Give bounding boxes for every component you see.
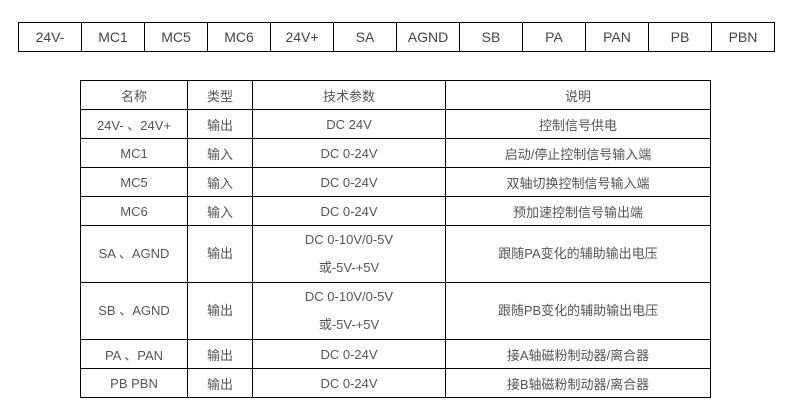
- terminal-cell: MC6: [207, 22, 271, 52]
- spec-line: DC 0-24V: [320, 145, 378, 161]
- table-row: MC6 输入 DC 0-24V 预加速控制信号输出端: [80, 196, 711, 226]
- spec-line: DC 0-24V: [320, 375, 378, 391]
- table-row: 24V- 、24V+ 输出 DC 24V 控制信号供电: [80, 109, 711, 139]
- table-row: PB PBN 输出 DC 0-24V 接B轴磁粉制动器/离合器: [80, 368, 711, 398]
- spec-line-2: 或-5V-+5V: [318, 317, 380, 332]
- terminal-cell: PB: [648, 22, 712, 52]
- cell-type: 输出: [187, 225, 253, 283]
- terminal-cell: PAN: [585, 22, 649, 52]
- terminal-cell: PA: [522, 22, 586, 52]
- cell-name: PA 、PAN: [80, 339, 188, 369]
- cell-type: 输出: [187, 368, 253, 398]
- cell-spec: DC 0-24V: [252, 368, 446, 398]
- cell-type: 输出: [187, 339, 253, 369]
- cell-spec: DC 0-10V/0-5V 或-5V-+5V: [252, 225, 446, 283]
- spec-line: DC 0-24V: [320, 174, 378, 190]
- cell-type: 输出: [187, 109, 253, 139]
- header-spec: 技术参数: [252, 80, 446, 110]
- terminal-cell: AGND: [396, 22, 460, 52]
- header-type: 类型: [187, 80, 253, 110]
- cell-name: SA 、AGND: [80, 225, 188, 283]
- cell-desc: 双轴切换控制信号输入端: [445, 167, 711, 197]
- spec-line: DC 0-24V: [320, 346, 378, 362]
- terminal-cell: MC5: [144, 22, 208, 52]
- cell-type: 输出: [187, 282, 253, 340]
- spec-line: DC 0-24V: [320, 203, 378, 219]
- terminal-cell: MC1: [81, 22, 145, 52]
- cell-name: MC5: [80, 167, 188, 197]
- cell-name: SB 、AGND: [80, 282, 188, 340]
- cell-spec: DC 24V: [252, 109, 446, 139]
- cell-desc: 接A轴磁粉制动器/离合器: [445, 339, 711, 369]
- cell-desc: 跟随PA变化的辅助输出电压: [445, 225, 711, 283]
- terminal-cell: SB: [459, 22, 523, 52]
- cell-name: MC1: [80, 138, 188, 168]
- spec-line-2: 或-5V-+5V: [318, 260, 380, 275]
- cell-spec: DC 0-24V: [252, 167, 446, 197]
- cell-type: 输入: [187, 138, 253, 168]
- spec-line: DC 0-10V/0-5V: [304, 232, 394, 247]
- spec-line: DC 0-10V/0-5V: [304, 289, 394, 304]
- table-row: MC5 输入 DC 0-24V 双轴切换控制信号输入端: [80, 167, 711, 197]
- table-header-row: 名称 类型 技术参数 说明: [80, 80, 711, 110]
- terminal-cell: 24V+: [270, 22, 334, 52]
- terminal-strip: 24V- MC1 MC5 MC6 24V+ SA AGND SB PA PAN PB PBN: [18, 22, 775, 52]
- cell-desc: 启动/停止控制信号输入端: [445, 138, 711, 168]
- spec-line: DC 24V: [326, 116, 372, 132]
- header-desc: 说明: [445, 80, 711, 110]
- table-row: PA 、PAN 输出 DC 0-24V 接A轴磁粉制动器/离合器: [80, 339, 711, 369]
- terminal-cell: PBN: [711, 22, 775, 52]
- cell-name: 24V- 、24V+: [80, 109, 188, 139]
- cell-spec: DC 0-24V: [252, 138, 446, 168]
- header-name: 名称: [80, 80, 188, 110]
- terminal-cell: SA: [333, 22, 397, 52]
- table-row: SB 、AGND 输出 DC 0-10V/0-5V 或-5V-+5V 跟随PB变化…: [80, 282, 711, 340]
- cell-spec: DC 0-10V/0-5V 或-5V-+5V: [252, 282, 446, 340]
- cell-name: MC6: [80, 196, 188, 226]
- cell-desc: 控制信号供电: [445, 109, 711, 139]
- cell-type: 输入: [187, 196, 253, 226]
- terminal-cell: 24V-: [18, 22, 82, 52]
- cell-type: 输入: [187, 167, 253, 197]
- cell-desc: 跟随PB变化的辅助输出电压: [445, 282, 711, 340]
- cell-spec: DC 0-24V: [252, 339, 446, 369]
- cell-desc: 接B轴磁粉制动器/离合器: [445, 368, 711, 398]
- table-row: SA 、AGND 输出 DC 0-10V/0-5V 或-5V-+5V 跟随PA变化…: [80, 225, 711, 283]
- cell-name: PB PBN: [80, 368, 188, 398]
- cell-desc: 预加速控制信号输出端: [445, 196, 711, 226]
- cell-spec: DC 0-24V: [252, 196, 446, 226]
- terminal-spec-table: 名称 类型 技术参数 说明 24V- 、24V+ 输出 DC 24V 控制信号供…: [80, 80, 711, 398]
- table-row: MC1 输入 DC 0-24V 启动/停止控制信号输入端: [80, 138, 711, 168]
